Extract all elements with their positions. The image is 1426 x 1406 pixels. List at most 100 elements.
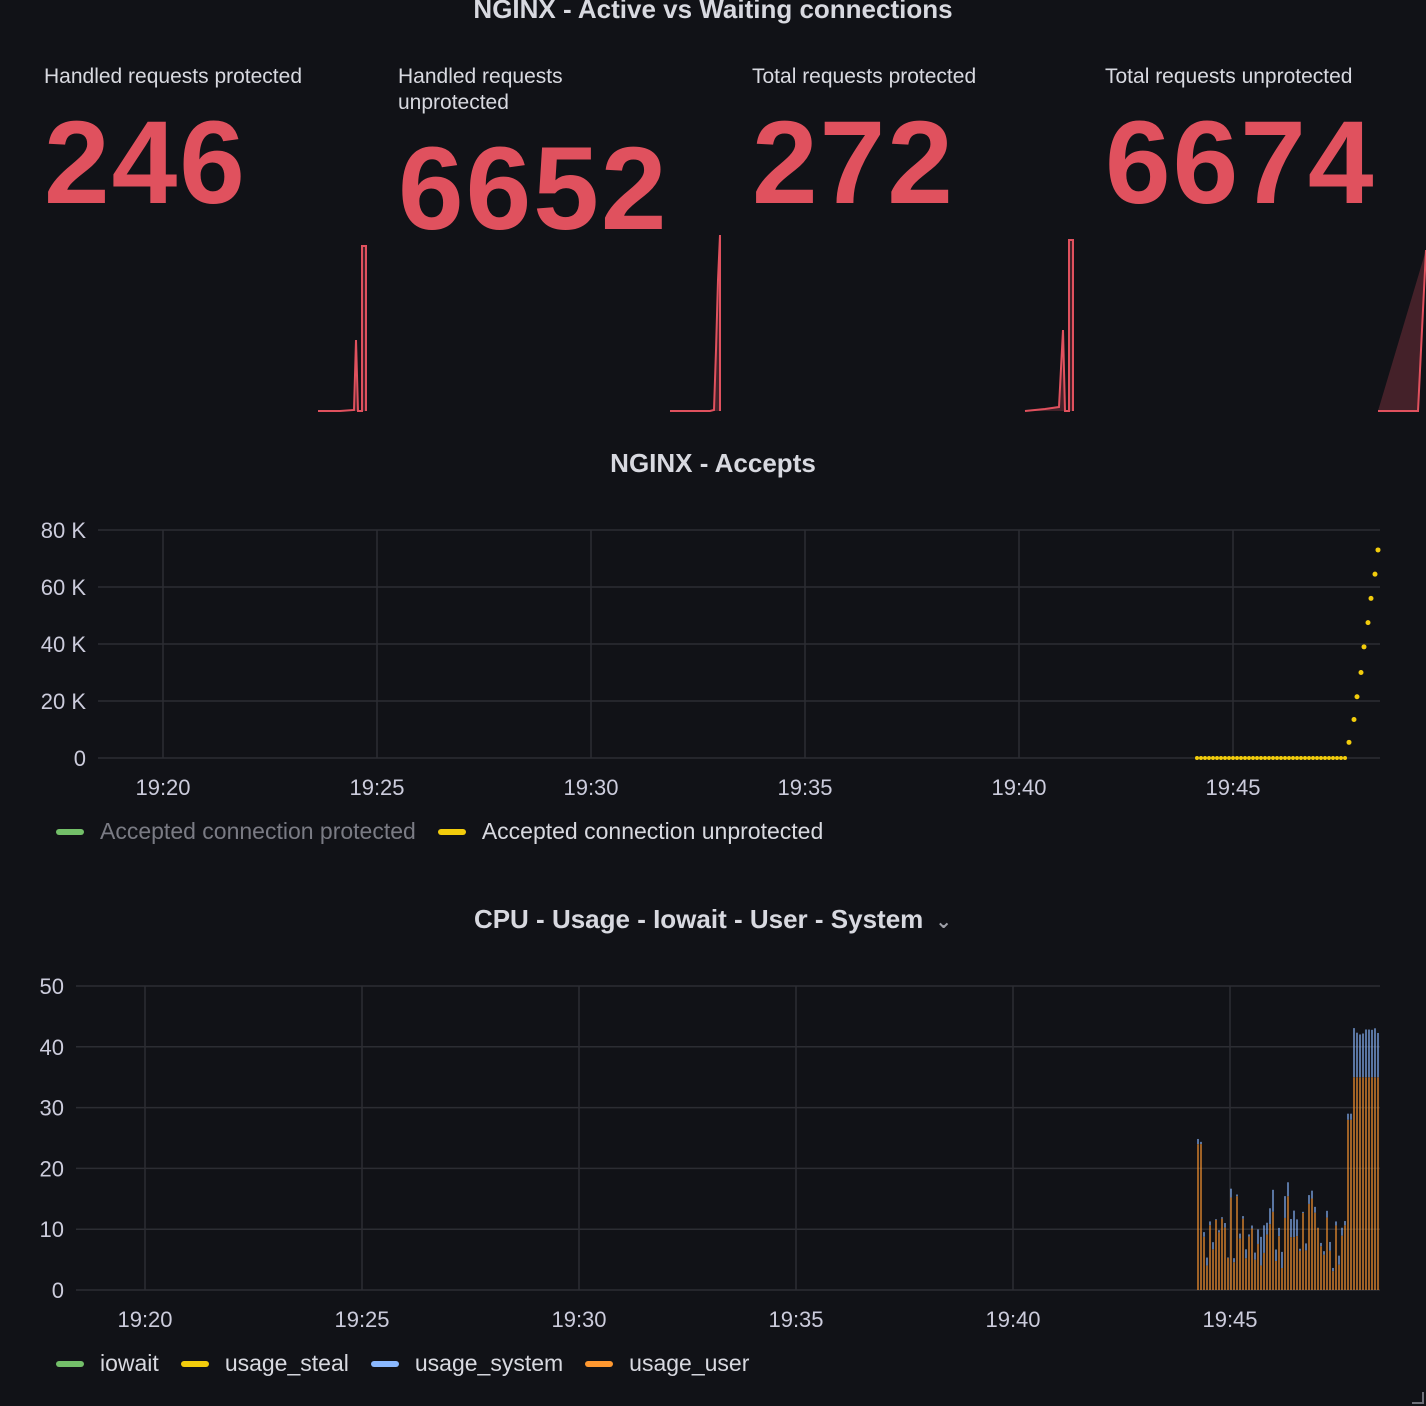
cpu-x-tick-label: 19:25 <box>334 1307 389 1332</box>
accepts-point <box>1368 595 1374 601</box>
cpu-chart[interactable]: 50 40 30 20 10 0 19:20 19:25 19:30 19:35 19:40 19:4… <box>0 960 1426 1340</box>
stat-value: 6652 <box>398 123 669 255</box>
accepts-point <box>1251 756 1255 760</box>
accepts-point <box>1239 756 1243 760</box>
accepts-panel-title[interactable]: NGINX - Accepts <box>610 448 816 478</box>
connections-panel-title[interactable]: NGINX - Active vs Waiting connections <box>473 0 953 24</box>
accepts-y-tick-label: 60 K <box>41 575 87 600</box>
accepts-point <box>1199 756 1203 760</box>
accepts-point <box>1247 756 1251 760</box>
accepts-point <box>1291 756 1295 760</box>
accepts-point <box>1307 756 1311 760</box>
legend-label: usage_system <box>414 1350 564 1376</box>
accepts-point <box>1223 756 1227 760</box>
accepts-x-tick-label: 19:20 <box>135 775 190 800</box>
accepts-point <box>1315 756 1319 760</box>
accepts-point <box>1207 756 1211 760</box>
cpu-x-tick-label: 19:35 <box>768 1307 823 1332</box>
accepts-point <box>1215 756 1219 760</box>
legend-swatch <box>585 1360 614 1367</box>
legend-swatch <box>56 1360 84 1367</box>
legend-item-usage-system[interactable]: usage_system <box>370 1350 564 1377</box>
accepts-x-tick-label: 19:25 <box>349 775 404 800</box>
accepts-point <box>1227 756 1231 760</box>
accepts-point <box>1303 756 1307 760</box>
accepts-point <box>1354 694 1360 700</box>
cpu-y-tick-label: 30 <box>40 1096 64 1121</box>
accepts-x-tick-label: 19:35 <box>777 775 832 800</box>
stat-total-unprotected[interactable]: Total requests unprotected <box>1105 64 1425 90</box>
cpu-y-tick-label: 50 <box>40 974 64 999</box>
accepts-point <box>1203 756 1207 760</box>
cpu-panel-title-row[interactable]: CPU - Usage - Iowait - User - System ⌄ <box>0 904 1426 935</box>
sparkline-total-protected <box>1024 239 1074 412</box>
accepts-point <box>1231 756 1235 760</box>
accepts-point <box>1283 756 1287 760</box>
stat-handled-protected[interactable]: Handled requests protected <box>44 64 364 90</box>
legend-swatch <box>56 828 84 835</box>
stat-value: 6674 <box>1105 97 1376 229</box>
legend-label: Accepted connection unprotected <box>481 818 824 844</box>
stat-handled-unprotected[interactable]: Handled requests unprotected <box>398 64 658 116</box>
legend-item-usage-user[interactable]: usage_user <box>585 1350 749 1377</box>
legend-swatch <box>370 1360 399 1367</box>
cpu-y-tick-label: 10 <box>40 1217 64 1242</box>
accepts-point <box>1335 756 1339 760</box>
cpu-y-tick-label: 0 <box>52 1278 64 1303</box>
legend-item-iowait[interactable]: iowait <box>56 1350 159 1377</box>
cpu-x-tick-label: 19:30 <box>551 1307 606 1332</box>
accepts-point <box>1299 756 1303 760</box>
accepts-point <box>1358 670 1364 675</box>
accepts-point <box>1331 756 1335 760</box>
legend-item-usage-steal[interactable]: usage_steal <box>180 1350 349 1377</box>
accepts-point <box>1346 739 1352 745</box>
accepts-point <box>1271 756 1275 760</box>
accepts-point <box>1267 756 1271 760</box>
accepts-point <box>1211 756 1215 760</box>
accepts-point <box>1219 756 1223 760</box>
legend-item-accepted-protected[interactable]: Accepted connection protected <box>56 818 416 845</box>
accepts-point <box>1339 756 1343 760</box>
legend-swatch <box>180 1360 209 1367</box>
accepts-point <box>1295 756 1299 760</box>
chevron-down-icon[interactable]: ⌄ <box>935 911 953 933</box>
accepts-legend: Accepted connection protected Accepted c… <box>56 818 845 845</box>
accepts-point <box>1323 756 1327 760</box>
accepts-x-tick-label: 19:30 <box>563 775 618 800</box>
resize-handle[interactable] <box>1412 1392 1424 1404</box>
legend-label: usage_user <box>629 1350 750 1376</box>
accepts-point <box>1319 756 1323 760</box>
cpu-x-tick-label: 19:20 <box>117 1307 172 1332</box>
cpu-x-tick-label: 19:45 <box>1202 1307 1257 1332</box>
accepts-point <box>1263 756 1267 760</box>
cpu-y-tick-label: 20 <box>40 1156 64 1181</box>
legend-item-accepted-unprotected[interactable]: Accepted connection unprotected <box>437 818 824 845</box>
accepts-y-tick-label: 20 K <box>41 689 87 714</box>
accepts-y-tick-label: 40 K <box>41 632 87 657</box>
cpu-y-tick-label: 40 <box>40 1035 64 1060</box>
accepts-point <box>1311 756 1315 760</box>
accepts-y-tick-label: 0 <box>74 746 86 771</box>
stat-title: Handled requests unprotected <box>398 65 563 114</box>
cpu-legend: iowait usage_steal usage_system usage_us… <box>56 1350 771 1377</box>
accepts-chart[interactable]: 80 K 60 K 40 K 20 K 0 19:20 19:25 19:30 19:35 19:… <box>0 500 1426 810</box>
stat-title: Handled requests protected <box>44 65 302 88</box>
accepts-y-tick-label: 80 K <box>41 518 87 543</box>
accepts-point <box>1259 756 1263 760</box>
accepts-point <box>1365 620 1371 626</box>
accepts-point <box>1343 756 1347 760</box>
stat-total-protected[interactable]: Total requests protected <box>752 64 1072 90</box>
cpu-panel-title: CPU - Usage - Iowait - User - System <box>473 904 924 934</box>
sparkline-handled-protected <box>318 245 367 412</box>
sparkline-total-unprotected <box>1378 249 1426 412</box>
accepts-point <box>1375 547 1381 553</box>
accepts-point <box>1351 717 1357 723</box>
legend-label: usage_steal <box>224 1350 349 1376</box>
accepts-point <box>1275 756 1279 760</box>
legend-swatch <box>437 828 466 835</box>
legend-label: iowait <box>100 1350 159 1376</box>
legend-label: Accepted connection protected <box>100 818 416 844</box>
accepts-point <box>1372 571 1378 577</box>
stat-value: 272 <box>752 97 955 229</box>
accepts-point <box>1361 644 1367 650</box>
